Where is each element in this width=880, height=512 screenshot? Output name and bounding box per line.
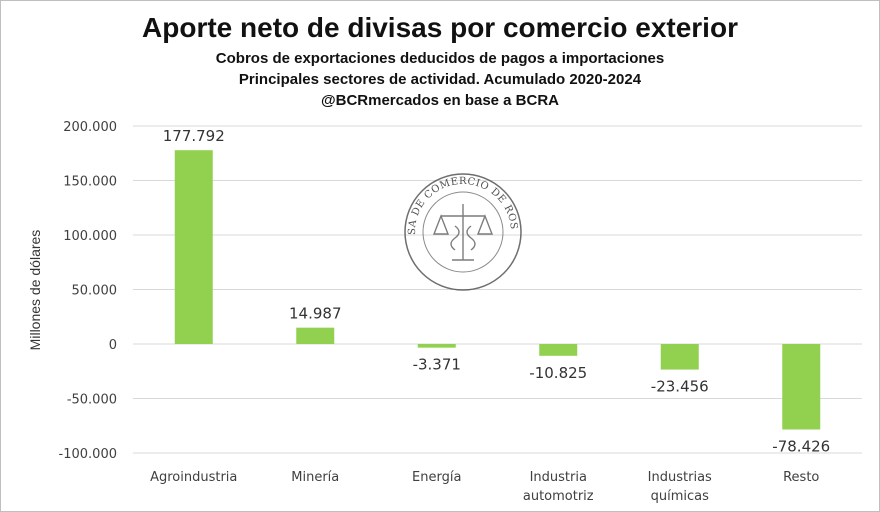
seal-inner-ring xyxy=(422,191,504,273)
category-label: Energía xyxy=(412,470,461,485)
category-label: Industrias xyxy=(648,470,712,485)
category-label: químicas xyxy=(651,489,709,504)
y-tick-label: -100.000 xyxy=(59,447,117,462)
bar xyxy=(660,344,699,370)
bar xyxy=(174,150,213,344)
y-tick-labels: 200.000 150.000 100.000 50.000 0 -50.000 -100.… xyxy=(59,120,117,462)
data-label: -10.825 xyxy=(529,364,587,382)
data-label: 177.792 xyxy=(163,127,225,145)
category-label: Minería xyxy=(291,470,339,485)
bar xyxy=(296,327,335,344)
y-tick-label: 0 xyxy=(109,338,117,353)
bar xyxy=(539,344,578,356)
chart-source-line: @BCRmercados en base a BCRA xyxy=(320,92,560,109)
y-tick-label: 50.000 xyxy=(72,284,118,299)
bcr-seal-watermark: BOLSA DE COMERCIO DE ROSARIO xyxy=(0,0,522,291)
category-label: automotriz xyxy=(523,489,594,504)
data-label: -3.371 xyxy=(413,356,461,374)
data-labels: 177.792 14.987 -3.371 -10.825 -23.456 -78.426 xyxy=(163,127,830,455)
bar xyxy=(417,344,456,348)
category-label: Industria xyxy=(530,470,587,485)
bar xyxy=(782,344,821,430)
category-labels: Agroindustria Minería Energía Industria auto… xyxy=(150,470,819,504)
chart-subtitle-line-1: Cobros de exportaciones deducidos de pag… xyxy=(215,50,665,67)
chart-subtitle-line-2: Principales sectores de actividad. Acumu… xyxy=(238,71,642,88)
data-label: -78.426 xyxy=(772,437,830,455)
data-label: -23.456 xyxy=(651,378,709,396)
y-tick-label: 100.000 xyxy=(63,229,117,244)
seal-outer-ring xyxy=(404,173,522,291)
y-axis-label: Millones de dólares xyxy=(27,230,43,351)
y-tick-label: 150.000 xyxy=(63,175,117,190)
gridlines xyxy=(133,125,862,454)
bars xyxy=(174,150,821,430)
category-label: Resto xyxy=(783,470,819,485)
category-label: Agroindustria xyxy=(150,470,237,485)
bcr-seal-scales-icon xyxy=(432,204,494,261)
y-tick-label: -50.000 xyxy=(67,393,117,408)
y-tick-label: 200.000 xyxy=(63,120,117,135)
seal-text: BOLSA DE COMERCIO DE ROSARIO xyxy=(0,0,519,235)
chart-title: Aporte neto de divisas por comercio exte… xyxy=(142,12,738,43)
data-label: 14.987 xyxy=(289,305,342,323)
